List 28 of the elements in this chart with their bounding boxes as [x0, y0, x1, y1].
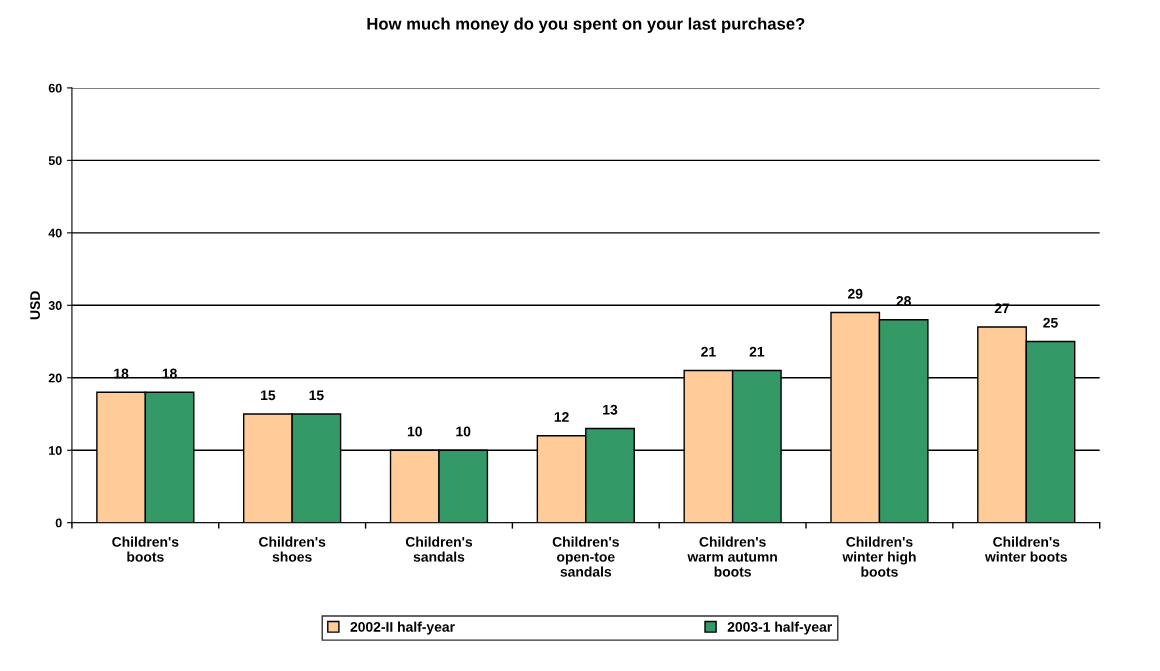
- y-tick-label: 50: [48, 156, 62, 166]
- y-tick-label: 0: [55, 518, 62, 528]
- data-label: 10: [407, 426, 422, 437]
- x-tick-label: Children's sandals: [405, 536, 473, 562]
- x-tick-label: Children's warm autumn boots: [687, 536, 777, 577]
- x-tick-label: Children's shoes: [259, 536, 326, 562]
- x-tick-label: Children's open-toe sandals: [552, 536, 619, 577]
- data-label: 21: [749, 346, 765, 357]
- data-label: 12: [554, 412, 569, 422]
- x-tick-label: Children's winter boots: [984, 536, 1067, 562]
- y-tick-label: 60: [48, 83, 62, 93]
- data-label: 13: [603, 404, 618, 415]
- y-tick-label: 10: [49, 446, 62, 455]
- y-tick-label: 30: [48, 301, 62, 310]
- data-label: 15: [309, 390, 324, 401]
- x-tick-label: Children's boots: [112, 536, 179, 562]
- y-axis-title: USD: [30, 291, 40, 320]
- y-tick-label: 40: [48, 228, 62, 238]
- y-tick-label: 20: [48, 373, 62, 383]
- data-label: 29: [847, 288, 863, 299]
- legend-label: 2002-II half-year: [350, 621, 455, 635]
- x-tick-label: Children's winter high boots: [842, 536, 916, 577]
- legend-label: 2003-1 half-year: [727, 621, 833, 635]
- data-label: 25: [1043, 317, 1058, 328]
- data-label: 15: [261, 390, 276, 401]
- data-label: 21: [701, 346, 716, 357]
- data-label: 10: [456, 426, 471, 437]
- chart-title: How much money do you spent on your last purchase?: [367, 17, 805, 34]
